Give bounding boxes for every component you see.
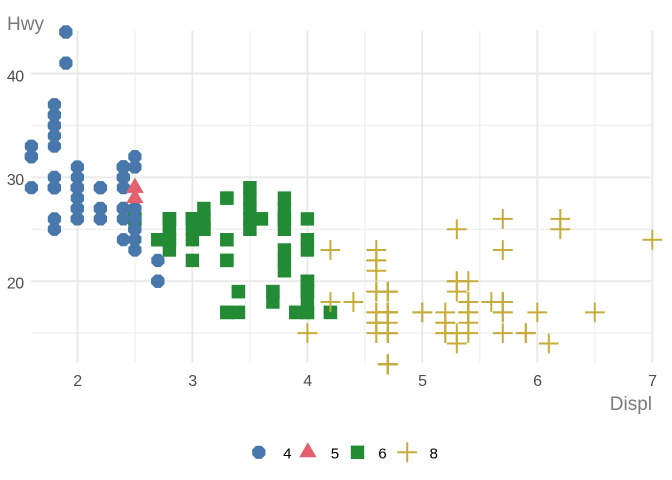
svg-text:Displ: Displ bbox=[610, 394, 652, 415]
svg-text:6: 6 bbox=[378, 446, 386, 463]
svg-text:4: 4 bbox=[303, 373, 312, 390]
svg-text:3: 3 bbox=[188, 373, 197, 390]
svg-text:2: 2 bbox=[73, 373, 82, 390]
svg-text:5: 5 bbox=[418, 373, 427, 390]
svg-text:20: 20 bbox=[7, 276, 24, 293]
svg-text:6: 6 bbox=[533, 373, 542, 390]
svg-text:30: 30 bbox=[7, 172, 24, 189]
svg-text:7: 7 bbox=[648, 373, 657, 390]
svg-text:5: 5 bbox=[331, 446, 339, 463]
svg-text:40: 40 bbox=[7, 68, 24, 85]
svg-text:4: 4 bbox=[283, 446, 291, 463]
svg-text:8: 8 bbox=[430, 446, 438, 463]
svg-text:Hwy: Hwy bbox=[7, 14, 44, 35]
